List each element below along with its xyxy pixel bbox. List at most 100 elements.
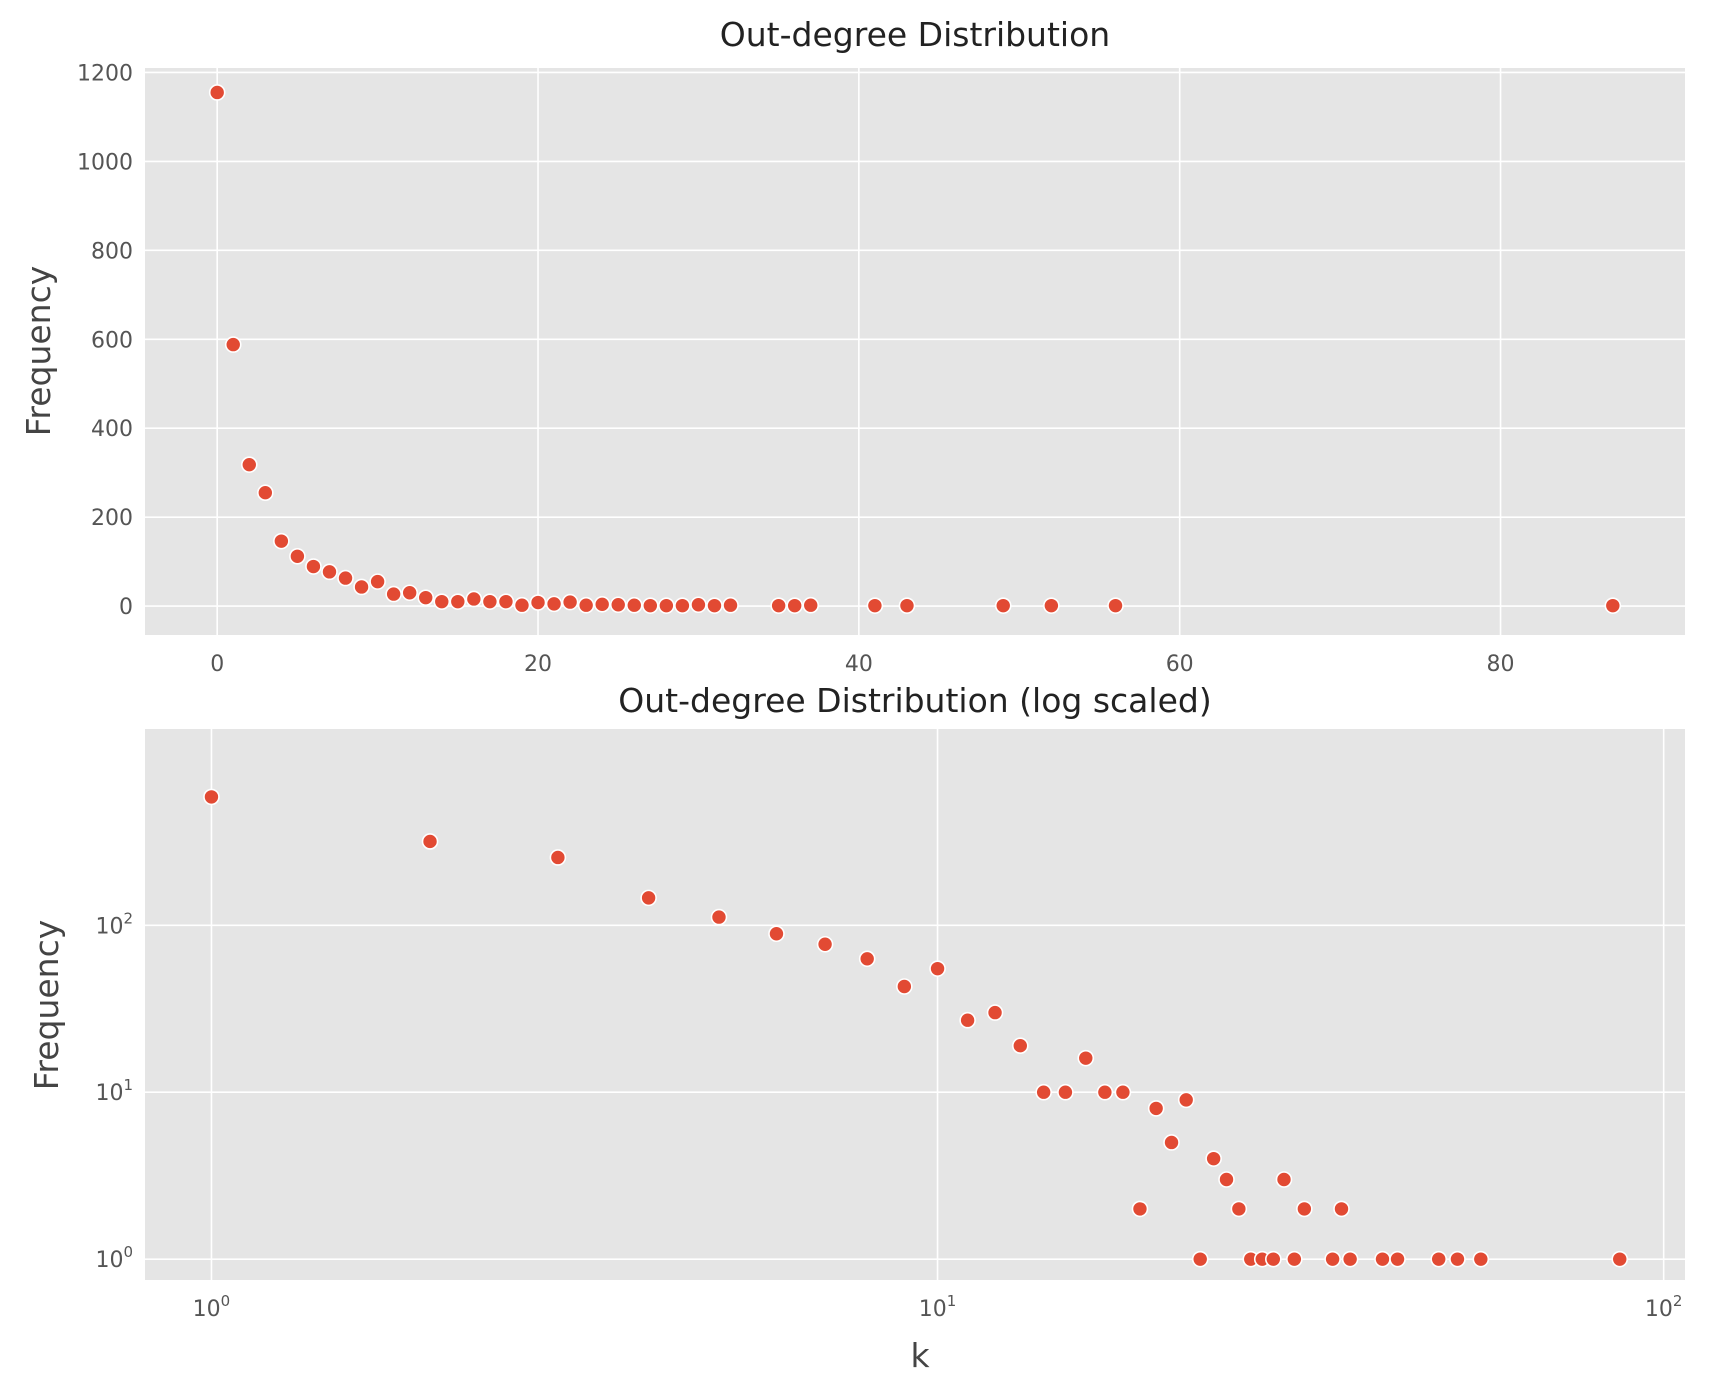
y-tick-label: 0 [119, 595, 133, 620]
y-tick-label: 101 [95, 1076, 133, 1106]
data-point [1430, 1250, 1448, 1268]
data-point [1011, 1037, 1029, 1054]
data-point [1341, 1250, 1359, 1268]
x-tick-label: 20 [524, 652, 552, 677]
data-point [1611, 1250, 1629, 1268]
data-point [257, 484, 274, 501]
data-points [203, 788, 1629, 1268]
data-point [816, 935, 834, 953]
data-point [369, 573, 386, 590]
data-point [802, 596, 820, 614]
data-point [1286, 1250, 1303, 1268]
data-point [896, 978, 913, 995]
data-point [353, 578, 370, 596]
grid-lines [145, 729, 1685, 1280]
y-tick-label: 102 [95, 909, 133, 939]
data-point [1374, 1250, 1391, 1268]
x-tick-label: 80 [1487, 652, 1515, 677]
data-point [497, 593, 515, 610]
y-tick-label: 600 [91, 328, 133, 353]
data-point [1035, 1083, 1052, 1101]
data-point [642, 597, 659, 614]
x-tick-label: 60 [1166, 652, 1194, 677]
data-point [465, 590, 483, 608]
data-point [593, 596, 611, 613]
data-point [1191, 1250, 1209, 1268]
data-point [529, 594, 547, 611]
data-point [1077, 1049, 1095, 1067]
y-tick-label: 100 [95, 1243, 133, 1273]
data-point [658, 597, 675, 614]
data-point [786, 597, 803, 614]
data-point [994, 597, 1012, 614]
data-point [305, 558, 322, 575]
data-point [385, 585, 402, 603]
data-point [690, 596, 707, 614]
data-point [240, 456, 258, 473]
y-tick-label: 1200 [77, 61, 133, 86]
data-point [549, 849, 567, 866]
chart-title: Out-degree Distribution (log scaled) [618, 681, 1211, 720]
tick-labels: 100 101 102 100 101 102 [95, 909, 1682, 1322]
data-point [1275, 1171, 1293, 1188]
data-points [208, 84, 1622, 614]
data-point [545, 595, 563, 613]
y-tick-label: 1000 [77, 150, 133, 175]
data-point [1472, 1250, 1490, 1268]
data-point [640, 889, 657, 907]
data-point [1389, 1250, 1406, 1268]
log-scatter-panel: 100 101 102 100 101 102 Out-degree Distributi… [27, 681, 1685, 1375]
data-point [321, 563, 338, 581]
data-point [1333, 1200, 1350, 1218]
data-point [561, 593, 579, 611]
data-point [449, 593, 467, 610]
data-point [577, 596, 595, 614]
x-tick-label: 40 [845, 652, 873, 677]
data-point [433, 593, 451, 610]
data-point [1131, 1200, 1149, 1218]
plot-background [145, 68, 1685, 635]
data-point [858, 950, 876, 968]
data-point [1147, 1100, 1165, 1117]
data-point [929, 960, 946, 977]
y-tick-label: 200 [91, 506, 133, 531]
y-axis-label: Frequency [19, 266, 58, 436]
x-tick-label: 101 [919, 1292, 957, 1322]
data-point [710, 908, 728, 926]
data-point [706, 597, 723, 614]
data-point [770, 597, 787, 614]
data-point [674, 597, 691, 614]
data-point [1107, 597, 1124, 614]
data-point [768, 925, 785, 943]
y-tick-label: 400 [91, 417, 133, 442]
x-axis-label: k [910, 1336, 930, 1375]
data-point [1163, 1134, 1180, 1151]
data-point [224, 336, 242, 353]
chart-title: Out-degree Distribution [720, 15, 1110, 54]
y-axis-label: Frequency [27, 920, 66, 1090]
data-point [208, 84, 226, 101]
data-point [986, 1004, 1004, 1021]
x-tick-label: 100 [193, 1292, 231, 1322]
data-point [609, 596, 627, 614]
data-point [1096, 1083, 1114, 1101]
data-point [203, 788, 220, 806]
x-tick-label: 102 [1645, 1292, 1683, 1322]
data-point [1043, 597, 1060, 614]
data-point [1230, 1200, 1248, 1218]
data-point [1177, 1091, 1195, 1109]
data-point [337, 569, 354, 587]
x-tick-label: 0 [210, 652, 224, 677]
data-point [401, 584, 418, 602]
data-point [1057, 1083, 1074, 1101]
data-point [1604, 597, 1622, 614]
data-point [1324, 1250, 1341, 1268]
data-point [1265, 1250, 1282, 1268]
data-point [1205, 1150, 1222, 1167]
data-point [1296, 1200, 1313, 1218]
data-point [866, 597, 884, 614]
data-point [959, 1011, 976, 1029]
data-point [1114, 1083, 1132, 1101]
